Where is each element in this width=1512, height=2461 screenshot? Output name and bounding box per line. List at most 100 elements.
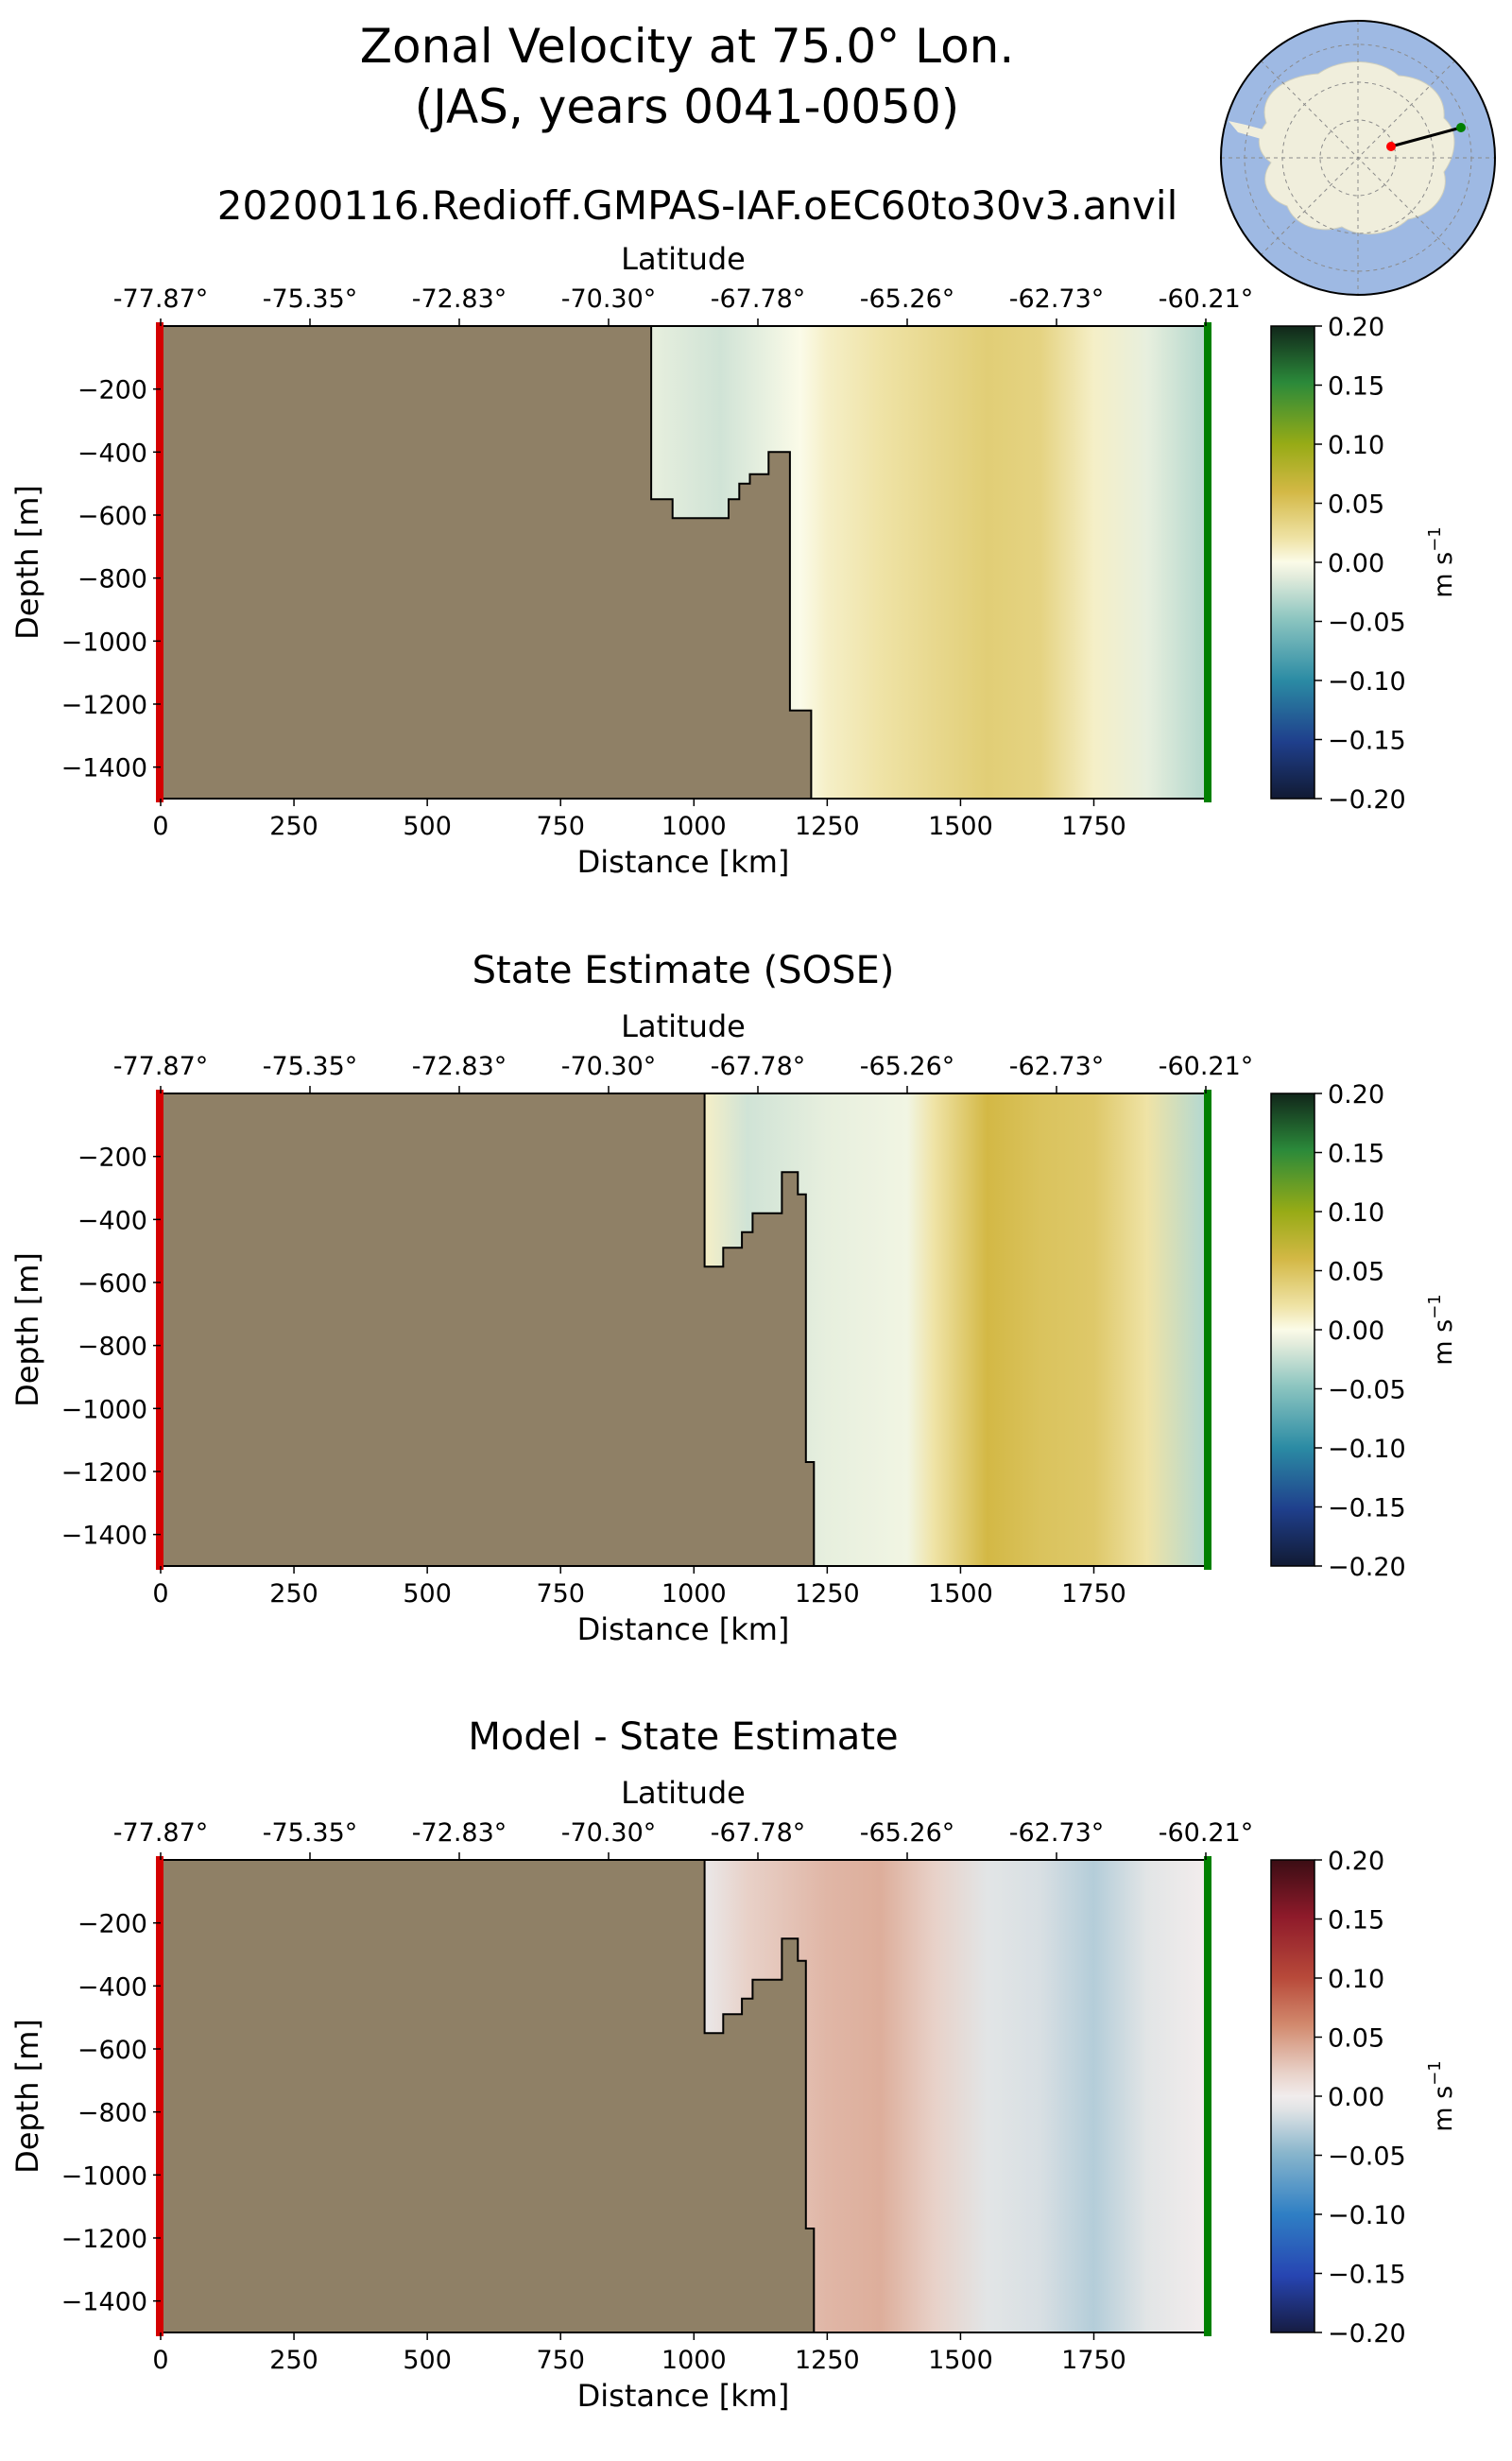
colorbar-tick-label: 0.10: [1328, 431, 1384, 460]
colorbar-label: m s−1: [1425, 2060, 1458, 2132]
x-tick-label: 1750: [1061, 812, 1126, 841]
colorbar-tick-label: −0.15: [1328, 1494, 1406, 1523]
y-tick-label: −1200: [61, 691, 147, 720]
colorbar-label: m s−1: [1425, 526, 1458, 598]
panel-title: State Estimate (SOSE): [472, 949, 895, 992]
colorbar-tick-label: −0.20: [1328, 2319, 1406, 2349]
lat-tick-label: -67.78°: [711, 1818, 806, 1848]
chart-panel-3: Model - State Estimate 0 250 500 750 1000 1250…: [9, 1715, 1458, 2414]
x-axis-label: Distance [km]: [577, 1611, 790, 1647]
x-tick-label: 500: [403, 812, 452, 841]
colorbar-tick-label: −0.15: [1328, 727, 1406, 756]
colorbar-tick-label: 0.20: [1328, 313, 1384, 342]
x-tick-label: 500: [403, 2346, 452, 2375]
y-axis-label: Depth [m]: [9, 1252, 45, 1407]
top-axis-label: Latitude: [621, 1775, 746, 1811]
lat-tick-label: -62.73°: [1009, 1052, 1105, 1081]
y-tick-label: −600: [77, 1269, 147, 1299]
lat-tick-label: -75.35°: [263, 1052, 358, 1081]
lat-tick-label: -65.26°: [860, 284, 955, 314]
figure-subtitle: 20200116.Redioff.GMPAS-IAF.oEC60to30v3.a…: [217, 182, 1178, 229]
colorbar-tick-label: 0.05: [1328, 2024, 1384, 2054]
colorbar-label: m s−1: [1425, 1294, 1458, 1366]
x-tick-label: 0: [152, 2346, 168, 2375]
colorbar-tick-label: −0.10: [1328, 2201, 1406, 2230]
colorbar-tick-label: −0.10: [1328, 1435, 1406, 1464]
colorbar-tick-label: −0.20: [1328, 785, 1406, 815]
lat-tick-label: -77.87°: [113, 284, 209, 314]
x-tick-label: 1000: [662, 2346, 727, 2375]
y-tick-label: −400: [77, 1972, 147, 2002]
section-end-marker: [1204, 322, 1211, 802]
y-tick-label: −1000: [61, 1395, 147, 1424]
bathymetry-land: [160, 1093, 816, 1567]
x-tick-label: 1250: [795, 1579, 860, 1609]
antarctica-landmass: [1258, 61, 1455, 235]
x-axis-label: Distance [km]: [577, 2378, 790, 2414]
colorbar-tick-label: −0.05: [1328, 609, 1406, 638]
colorbar-tick-label: −0.05: [1328, 2143, 1406, 2172]
x-tick-label: 1500: [928, 2346, 993, 2375]
colorbar: [1270, 1093, 1315, 1567]
y-tick-label: −800: [77, 565, 147, 594]
y-tick-label: −1200: [61, 2225, 147, 2254]
chart-panel-1: 0 250 500 750 1000 1250 1500 1750 Distance [km] -…: [9, 241, 1458, 880]
colorbar-tick-label: 0.15: [1328, 1906, 1384, 1936]
lat-tick-label: -65.26°: [860, 1052, 955, 1081]
x-tick-label: 250: [269, 2346, 318, 2375]
lat-tick-label: -70.30°: [561, 1052, 657, 1081]
x-tick-label: 1750: [1061, 1579, 1126, 1609]
colorbar: [1270, 1859, 1315, 2333]
lat-tick-label: -60.21°: [1159, 1052, 1254, 1081]
y-tick-label: −200: [77, 376, 147, 405]
lat-tick-label: -60.21°: [1159, 284, 1254, 314]
colorbar-tick-label: 0.00: [1328, 2083, 1384, 2112]
x-tick-label: 750: [536, 812, 585, 841]
x-tick-label: 250: [269, 1579, 318, 1609]
colorbar-tick-label: 0.15: [1328, 372, 1384, 402]
bathymetry-land: [160, 1859, 816, 2333]
bathymetry-land: [160, 325, 813, 800]
colorbar-tick-label: 0.00: [1328, 1317, 1384, 1346]
x-tick-label: 1500: [928, 1579, 993, 1609]
lat-tick-label: -62.73°: [1009, 284, 1105, 314]
lat-tick-label: -72.83°: [412, 1052, 507, 1081]
panel-title: Model - State Estimate: [468, 1715, 898, 1759]
section-end-marker: [1204, 1090, 1211, 1570]
lat-tick-label: -77.87°: [113, 1052, 209, 1081]
colorbar-tick-label: 0.10: [1328, 1198, 1384, 1228]
transect-end-marker: [1456, 123, 1466, 132]
lat-tick-label: -72.83°: [412, 284, 507, 314]
colorbar-tick-label: 0.00: [1328, 549, 1384, 578]
colorbar-tick-label: −0.20: [1328, 1553, 1406, 1582]
lat-tick-label: -60.21°: [1159, 1818, 1254, 1848]
y-tick-label: −1000: [61, 628, 147, 657]
section-start-marker: [156, 322, 163, 802]
y-tick-label: −1400: [61, 1522, 147, 1551]
figure-title-line2: (JAS, years 0041-0050): [415, 79, 960, 134]
colorbar-tick-label: 0.05: [1328, 1258, 1384, 1287]
y-tick-label: −1000: [61, 2161, 147, 2191]
colorbar-tick-label: −0.10: [1328, 667, 1406, 697]
y-tick-label: −1200: [61, 1458, 147, 1488]
lat-tick-label: -67.78°: [711, 284, 806, 314]
figure-title-line1: Zonal Velocity at 75.0° Lon.: [360, 19, 1015, 74]
transect-line: [1390, 126, 1462, 148]
lat-tick-label: -77.87°: [113, 1818, 209, 1848]
x-tick-label: 0: [152, 1579, 168, 1609]
x-tick-label: 750: [536, 1579, 585, 1609]
graticule: [1221, 21, 1495, 295]
lat-tick-label: -75.35°: [263, 1818, 358, 1848]
x-axis-label: Distance [km]: [577, 844, 790, 880]
top-axis-label: Latitude: [621, 241, 746, 277]
y-tick-label: −400: [77, 1206, 147, 1235]
x-tick-label: 500: [403, 1579, 452, 1609]
x-tick-label: 1250: [795, 812, 860, 841]
y-tick-label: −200: [77, 1144, 147, 1173]
colorbar-tick-label: 0.05: [1328, 490, 1384, 520]
section-start-marker: [156, 1856, 163, 2336]
top-axis-label: Latitude: [621, 1008, 746, 1044]
y-tick-label: −600: [77, 2036, 147, 2065]
antarctic-peninsula: [1228, 121, 1274, 142]
